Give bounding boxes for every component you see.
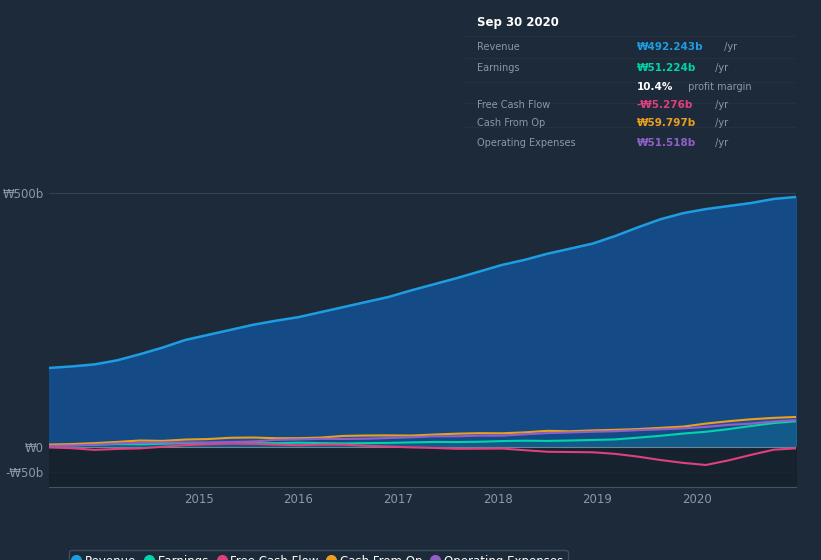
Text: Cash From Op: Cash From Op — [477, 118, 545, 128]
Text: ₩51.518b: ₩51.518b — [637, 138, 696, 148]
Text: /yr: /yr — [712, 138, 728, 148]
Text: Earnings: Earnings — [477, 63, 520, 73]
Text: -₩5.276b: -₩5.276b — [637, 100, 693, 110]
Text: /yr: /yr — [712, 63, 728, 73]
Text: /yr: /yr — [712, 118, 728, 128]
Text: /yr: /yr — [712, 100, 728, 110]
Legend: Revenue, Earnings, Free Cash Flow, Cash From Op, Operating Expenses: Revenue, Earnings, Free Cash Flow, Cash … — [69, 550, 568, 560]
Text: Revenue: Revenue — [477, 42, 520, 52]
Text: Operating Expenses: Operating Expenses — [477, 138, 576, 148]
Text: ₩59.797b: ₩59.797b — [637, 118, 696, 128]
Text: /yr: /yr — [721, 42, 737, 52]
Text: profit margin: profit margin — [685, 82, 751, 92]
Text: 10.4%: 10.4% — [637, 82, 673, 92]
Text: ₩492.243b: ₩492.243b — [637, 42, 704, 52]
Text: ₩51.224b: ₩51.224b — [637, 63, 696, 73]
Text: Sep 30 2020: Sep 30 2020 — [477, 16, 559, 29]
Text: Free Cash Flow: Free Cash Flow — [477, 100, 550, 110]
